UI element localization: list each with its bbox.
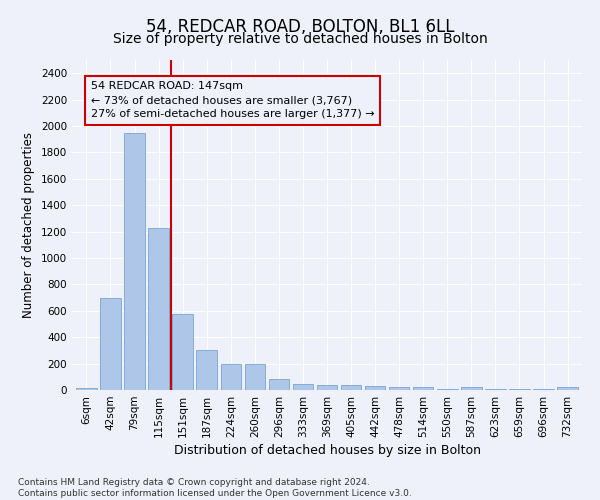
Bar [148, 228, 169, 390]
Bar [365, 386, 385, 390]
Text: 54, REDCAR ROAD, BOLTON, BL1 6LL: 54, REDCAR ROAD, BOLTON, BL1 6LL [146, 18, 454, 36]
Bar [172, 314, 193, 390]
Bar [317, 386, 337, 390]
Bar [221, 364, 241, 390]
Bar [557, 388, 578, 390]
Bar [269, 380, 289, 390]
Text: 54 REDCAR ROAD: 147sqm
← 73% of detached houses are smaller (3,767)
27% of semi-: 54 REDCAR ROAD: 147sqm ← 73% of detached… [91, 81, 374, 119]
Bar [196, 350, 217, 390]
Bar [389, 388, 409, 390]
Bar [100, 298, 121, 390]
Bar [461, 388, 482, 390]
Bar [245, 364, 265, 390]
Bar [76, 388, 97, 390]
Text: Contains HM Land Registry data © Crown copyright and database right 2024.
Contai: Contains HM Land Registry data © Crown c… [18, 478, 412, 498]
Y-axis label: Number of detached properties: Number of detached properties [22, 132, 35, 318]
Bar [413, 388, 433, 390]
Bar [293, 384, 313, 390]
X-axis label: Distribution of detached houses by size in Bolton: Distribution of detached houses by size … [173, 444, 481, 457]
Text: Size of property relative to detached houses in Bolton: Size of property relative to detached ho… [113, 32, 487, 46]
Bar [341, 386, 361, 390]
Bar [124, 132, 145, 390]
